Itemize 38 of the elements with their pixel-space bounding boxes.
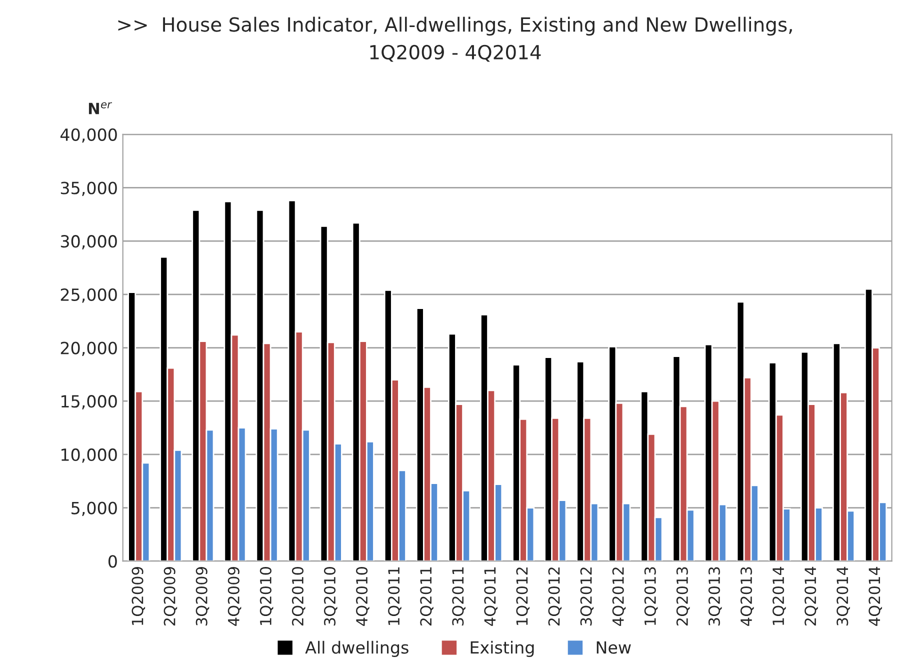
x-tick-label: 4Q2014 <box>868 566 882 626</box>
y-tick-label: 15,000 <box>62 395 117 410</box>
x-tick-label: 2Q2014 <box>804 566 818 626</box>
y-tick-label: 10,000 <box>62 448 117 463</box>
x-tick-label: 4Q2012 <box>612 568 626 626</box>
x-tick-label: 1Q2010 <box>260 567 274 625</box>
x-tick-label: 3Q2010 <box>324 567 338 626</box>
x-tick-label: 2Q2011 <box>420 567 434 626</box>
x-tick-label: 1Q2011 <box>388 567 402 625</box>
x-tick-label: 1Q2014 <box>772 566 786 625</box>
legend-label: Existing <box>470 640 534 657</box>
x-tick-label: 1Q2013 <box>644 567 658 625</box>
x-tick-label: 4Q2010 <box>356 567 370 626</box>
x-tick-label: 3Q2013 <box>708 567 722 626</box>
x-tick-label: 2Q2012 <box>548 568 562 626</box>
y-axis-title: N$^{er}$ <box>88 102 112 114</box>
x-tick-label: 3Q2012 <box>580 568 594 626</box>
y-tick-label: 30,000 <box>60 235 117 250</box>
y-tick-label: 0 <box>108 555 117 568</box>
x-tick-label: 1Q2012 <box>516 568 530 625</box>
x-tick-label: 3Q2009 <box>196 567 210 626</box>
x-tick-label: 3Q2014 <box>836 566 850 626</box>
x-tick-label: 3Q2011 <box>452 567 466 626</box>
y-tick-label: 40,000 <box>60 128 117 143</box>
x-tick-label: 1Q2009 <box>132 567 146 625</box>
y-tick-label: 5,000 <box>72 502 117 516</box>
x-tick-label: 4Q2011 <box>484 567 498 626</box>
x-tick-label: 4Q2013 <box>740 567 754 626</box>
x-tick-label: 4Q2009 <box>228 567 242 626</box>
y-tick-label: 25,000 <box>60 288 117 303</box>
legend-label: All dwellings <box>305 640 408 657</box>
chart-title: >> House Sales Indicator, All-dwellings, Existing and New Dwellings, 1Q2009 - 4Q2014 <box>118 16 792 62</box>
x-tick-label: 2Q2009 <box>164 567 178 626</box>
x-tick-label: 2Q2013 <box>676 567 690 626</box>
y-tick-label: 35,000 <box>60 182 117 196</box>
legend-label: New <box>596 641 631 654</box>
y-tick-label: 20,000 <box>60 342 117 356</box>
x-tick-label: 2Q2010 <box>292 567 306 626</box>
